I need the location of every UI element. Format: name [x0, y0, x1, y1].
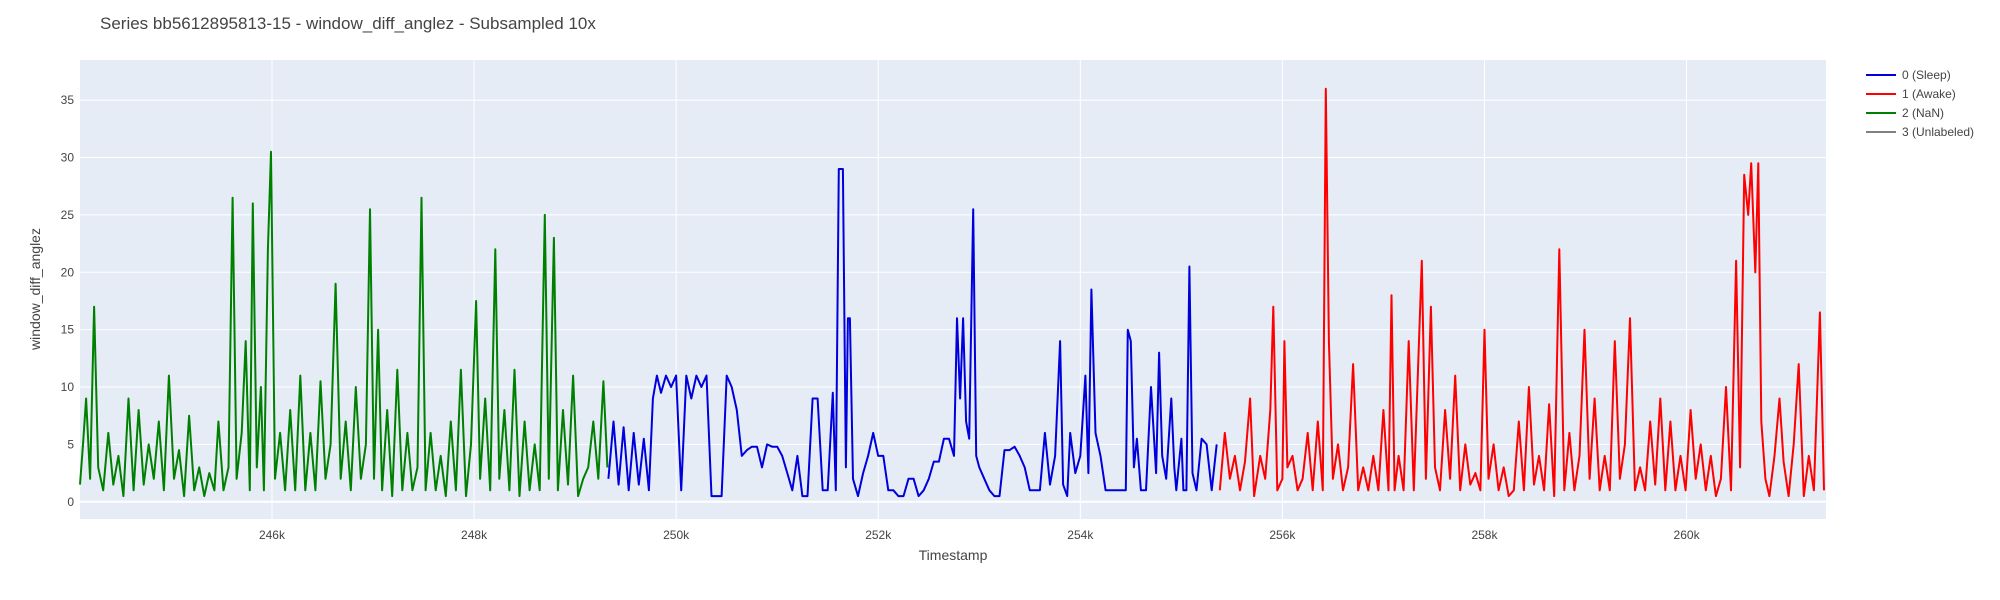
y-tick-label: 10	[61, 380, 75, 394]
series-line-0-sleep	[607, 168, 1218, 498]
legend-item[interactable]: 1 (Awake)	[1866, 87, 1956, 101]
legend-item[interactable]: 2 (NaN)	[1866, 106, 1944, 120]
series-line-2-nan	[79, 150, 609, 498]
legend-label: 0 (Sleep)	[1902, 68, 1951, 82]
x-tick-label: 260k	[1674, 528, 1701, 542]
legend-label: 3 (Unlabeled)	[1902, 125, 1974, 139]
legend-label: 2 (NaN)	[1902, 106, 1944, 120]
y-tick-label: 35	[61, 93, 75, 107]
legend-label: 1 (Awake)	[1902, 87, 1956, 101]
tick-labels: 246k 248k 250k 252k 254k 256k 258k 260k 0 5 10 15 20…	[61, 93, 1701, 542]
x-tick-label: 248k	[461, 528, 488, 542]
y-tick-label: 20	[61, 265, 75, 279]
legend-item[interactable]: 3 (Unlabeled)	[1866, 125, 1974, 139]
series-line-1-awake	[1218, 87, 1825, 498]
series-lines	[79, 87, 1825, 498]
x-tick-label: 246k	[259, 528, 286, 542]
y-tick-label: 30	[61, 151, 75, 165]
y-axis-title: window_diff_anglez	[27, 228, 43, 351]
y-tick-label: 0	[67, 495, 74, 509]
x-axis-title: Timestamp	[919, 547, 988, 563]
y-tick-label: 15	[61, 323, 75, 337]
x-tick-label: 250k	[663, 528, 690, 542]
y-tick-label: 5	[67, 437, 74, 451]
x-tick-label: 254k	[1067, 528, 1094, 542]
gridlines	[80, 60, 1826, 519]
y-tick-label: 25	[61, 208, 75, 222]
x-tick-label: 256k	[1269, 528, 1296, 542]
x-tick-label: 252k	[865, 528, 892, 542]
legend-item[interactable]: 0 (Sleep)	[1866, 68, 1951, 82]
x-tick-label: 258k	[1471, 528, 1498, 542]
chart-title: Series bb5612895813-15 - window_diff_ang…	[100, 14, 596, 33]
legend[interactable]: 0 (Sleep) 1 (Awake) 2 (NaN) 3 (Unlabeled)	[1866, 68, 1974, 139]
